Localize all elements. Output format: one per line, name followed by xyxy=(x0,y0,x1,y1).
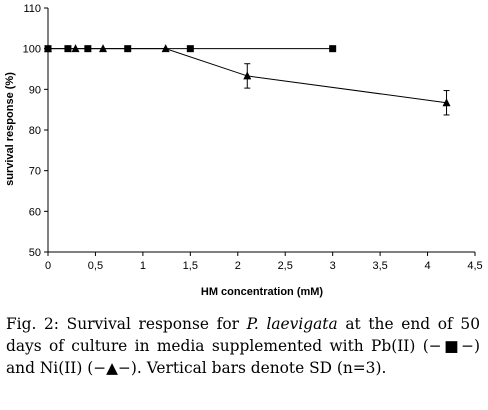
y-tick-label: 70 xyxy=(29,166,41,178)
x-tick-label: 0 xyxy=(45,260,51,272)
y-tick-label: 100 xyxy=(23,44,41,56)
x-tick-label: 4,5 xyxy=(467,260,482,272)
y-axis: 50 60 70 80 90 100 110 xyxy=(23,3,49,259)
series-line xyxy=(48,48,447,104)
x-tick-label: 3,5 xyxy=(372,260,387,272)
y-tick-label: 60 xyxy=(29,206,41,218)
data-point-triangle xyxy=(243,71,252,80)
x-tick-label: 1,5 xyxy=(183,260,198,272)
series-layer xyxy=(44,44,451,116)
x-tick-label: 0,5 xyxy=(88,260,103,272)
x-tick-label: 3 xyxy=(330,260,336,272)
y-tick-label: 90 xyxy=(29,84,41,96)
series-triangle xyxy=(44,44,451,116)
data-point-square xyxy=(329,45,337,53)
y-tick-label: 50 xyxy=(29,247,41,259)
survival-chart: 50 60 70 80 90 100 110 0 0,5 1 1,5 2 2,5 3 3,5 4 4,5 su… xyxy=(4,3,483,298)
data-point-triangle xyxy=(99,44,108,53)
caption-prefix: Fig. 2: Survival response for xyxy=(6,315,247,333)
data-point-triangle xyxy=(442,98,451,107)
y-tick-label: 110 xyxy=(23,3,41,15)
y-tick-label: 80 xyxy=(29,125,41,137)
data-point-triangle xyxy=(44,44,52,53)
caption-species: P. laevigata xyxy=(246,315,338,333)
x-axis: 0 0,5 1 1,5 2 2,5 3 3,5 4 4,5 xyxy=(45,251,483,272)
data-point-square xyxy=(186,45,194,53)
caption-text: at the end of 50 days of culture in medi… xyxy=(6,315,481,377)
x-tick-label: 4 xyxy=(424,260,430,272)
figure-caption: Fig. 2: Survival response for P. laeviga… xyxy=(6,313,480,379)
x-axis-title: HM concentration (mM) xyxy=(201,286,324,298)
x-tick-label: 2,5 xyxy=(278,260,293,272)
data-point-triangle xyxy=(161,44,170,53)
x-tick-label: 2 xyxy=(235,260,241,272)
y-axis-title: survival response (%) xyxy=(4,72,16,186)
data-point-triangle xyxy=(71,44,80,53)
x-tick-label: 1 xyxy=(140,260,146,272)
